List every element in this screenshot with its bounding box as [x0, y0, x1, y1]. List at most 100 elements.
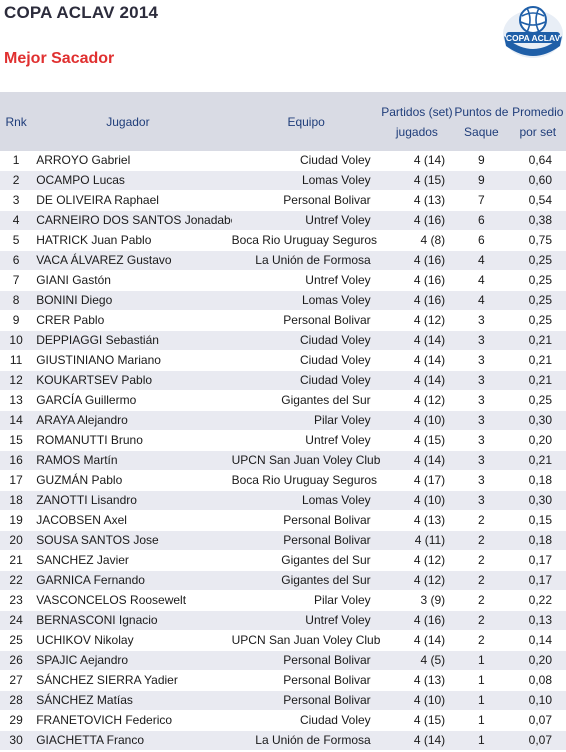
- cell-team: UPCN San Juan Voley Club: [231, 630, 381, 651]
- table-row: 30 GIACHETTA Franco La Unión de Formosa 4 (…: [0, 730, 566, 751]
- cell-team: Ciudad Voley: [231, 710, 381, 731]
- cell-rank: 27: [0, 670, 33, 691]
- cell-points: 3: [453, 390, 510, 411]
- cell-matches: 4 (16): [380, 270, 454, 291]
- cell-rank: 19: [0, 510, 33, 531]
- cell-matches: 4 (5): [380, 650, 454, 671]
- cell-points: 1: [453, 730, 510, 751]
- table-header-row: Rnk Jugador Equipo Partidos (set) jugado…: [0, 92, 566, 151]
- cell-matches: 4 (14): [380, 330, 454, 351]
- cell-average: 0,15: [509, 510, 566, 531]
- cell-rank: 17: [0, 470, 33, 491]
- cell-player: DE OLIVEIRA Raphael: [32, 190, 232, 211]
- table-row: 21 SANCHEZ Javier Gigantes del Sur 4 (12) 2 0…: [0, 550, 566, 571]
- cell-matches: 4 (14): [380, 370, 454, 391]
- cell-player: SOUSA SANTOS Jose: [32, 530, 232, 551]
- table-row: 22 GARNICA Fernando Gigantes del Sur 4 (12)…: [0, 570, 566, 591]
- cell-player: VASCONCELOS Roosewelt: [32, 590, 232, 611]
- cell-average: 0,25: [509, 270, 566, 291]
- cell-player: BONINI Diego: [32, 290, 232, 311]
- cell-player: BERNASCONI Ignacio: [32, 610, 232, 631]
- cell-player: UCHIKOV Nikolay: [32, 630, 232, 651]
- cell-matches: 4 (8): [380, 230, 454, 251]
- cell-points: 2: [453, 630, 510, 651]
- cell-average: 0,25: [509, 390, 566, 411]
- page-title: COPA ACLAV 2014: [4, 3, 159, 22]
- cell-average: 0,25: [509, 250, 566, 271]
- cell-average: 0,13: [509, 610, 566, 631]
- cell-average: 0,30: [509, 490, 566, 511]
- cell-team: Personal Bolivar: [231, 510, 381, 531]
- cell-team: Ciudad Voley: [231, 151, 381, 171]
- cell-average: 0,22: [509, 590, 566, 611]
- cell-rank: 20: [0, 530, 33, 551]
- cell-matches: 4 (14): [380, 630, 454, 651]
- table-row: 17 GUZMÁN Pablo Boca Rio Uruguay Seguros 4 …: [0, 470, 566, 491]
- cell-matches: 4 (16): [380, 610, 454, 631]
- cell-points: 2: [453, 590, 510, 611]
- table-row: 27 SÁNCHEZ SIERRA Yadier Personal Bolivar 4…: [0, 670, 566, 691]
- cell-rank: 29: [0, 710, 33, 731]
- cell-matches: 4 (10): [380, 490, 454, 511]
- cell-team: Personal Bolivar: [231, 310, 381, 331]
- cell-rank: 7: [0, 270, 33, 291]
- cell-points: 3: [453, 410, 510, 431]
- col-header-rank: Rnk: [0, 92, 33, 151]
- cell-player: GUZMÁN Pablo: [32, 470, 232, 491]
- cell-team: Ciudad Voley: [231, 350, 381, 371]
- cell-points: 1: [453, 690, 510, 711]
- cell-player: FRANETOVICH Federico: [32, 710, 232, 731]
- cell-rank: 30: [0, 730, 33, 751]
- table-row: 29 FRANETOVICH Federico Ciudad Voley 4 (15)…: [0, 710, 566, 731]
- cell-points: 2: [453, 550, 510, 571]
- cell-rank: 16: [0, 450, 33, 471]
- cell-points: 3: [453, 370, 510, 391]
- cell-average: 0,75: [509, 230, 566, 251]
- cell-player: ARROYO Gabriel: [32, 151, 232, 171]
- cell-matches: 4 (12): [380, 390, 454, 411]
- cell-team: Lomas Voley: [231, 170, 381, 191]
- cell-average: 0,18: [509, 530, 566, 551]
- cell-points: 6: [453, 230, 510, 251]
- cell-player: GIACHETTA Franco: [32, 730, 232, 751]
- cell-rank: 15: [0, 430, 33, 451]
- cell-team: Personal Bolivar: [231, 650, 381, 671]
- col-header-team: Equipo: [231, 92, 381, 151]
- table-row: 2 OCAMPO Lucas Lomas Voley 4 (15) 9 0,60: [0, 170, 566, 191]
- cell-matches: 4 (15): [380, 170, 454, 191]
- cell-matches: 4 (13): [380, 670, 454, 691]
- cell-rank: 9: [0, 310, 33, 331]
- table-body: 1 ARROYO Gabriel Ciudad Voley 4 (14) 9 0,64 2 O…: [0, 151, 566, 751]
- table-row: 14 ARAYA Alejandro Pilar Voley 4 (10) 3 0,30: [0, 410, 566, 431]
- page-subtitle: Mejor Sacador: [4, 50, 115, 67]
- cell-matches: 4 (14): [380, 450, 454, 471]
- cell-player: GARCÍA Guillermo: [32, 390, 232, 411]
- table-row: 1 ARROYO Gabriel Ciudad Voley 4 (14) 9 0,64: [0, 151, 566, 171]
- cell-player: OCAMPO Lucas: [32, 170, 232, 191]
- cell-points: 6: [453, 210, 510, 231]
- cell-rank: 23: [0, 590, 33, 611]
- cell-player: GARNICA Fernando: [32, 570, 232, 591]
- cell-average: 0,17: [509, 570, 566, 591]
- cell-points: 3: [453, 490, 510, 511]
- cell-average: 0,20: [509, 430, 566, 451]
- cell-matches: 4 (10): [380, 690, 454, 711]
- cell-player: ARAYA Alejandro: [32, 410, 232, 431]
- cell-player: ZANOTTI Lisandro: [32, 490, 232, 511]
- cell-player: RAMOS Martín: [32, 450, 232, 471]
- table-row: 12 KOUKARTSEV Pablo Ciudad Voley 4 (14) 3 0,2…: [0, 370, 566, 391]
- table-row: 19 JACOBSEN Axel Personal Bolivar 4 (13) 2 0,…: [0, 510, 566, 531]
- cell-team: Untref Voley: [231, 430, 381, 451]
- cell-team: Boca Rio Uruguay Seguros: [231, 470, 381, 491]
- cell-rank: 28: [0, 690, 33, 711]
- cell-rank: 22: [0, 570, 33, 591]
- cell-matches: 4 (14): [380, 350, 454, 371]
- table-row: 26 SPAJIC Aejandro Personal Bolivar 4 (5) 1 0…: [0, 650, 566, 671]
- cell-team: Personal Bolivar: [231, 190, 381, 211]
- cell-team: Gigantes del Sur: [231, 550, 381, 571]
- cell-player: CRER Pablo: [32, 310, 232, 331]
- cell-team: Lomas Voley: [231, 290, 381, 311]
- cell-matches: 4 (13): [380, 190, 454, 211]
- cell-matches: 4 (10): [380, 410, 454, 431]
- cell-rank: 13: [0, 390, 33, 411]
